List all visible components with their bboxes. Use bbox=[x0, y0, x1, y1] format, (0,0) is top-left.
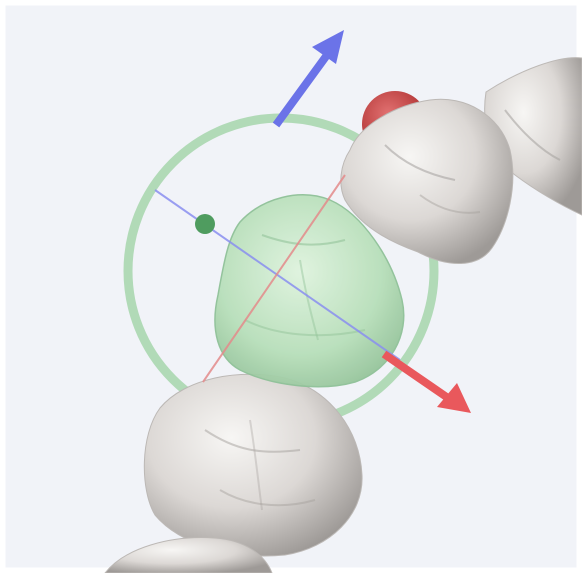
translate-mesial-arrow-icon[interactable] bbox=[381, 350, 471, 413]
translate-up-arrow-icon[interactable] bbox=[272, 30, 344, 128]
tooth-bottom-partial[interactable] bbox=[104, 537, 273, 573]
selected-tooth[interactable] bbox=[214, 194, 405, 388]
tooth-lower-left[interactable] bbox=[143, 373, 363, 557]
tooth-upper-right[interactable] bbox=[340, 98, 514, 264]
rotation-handle-icon[interactable] bbox=[195, 214, 215, 234]
axis-line-red bbox=[202, 174, 346, 383]
